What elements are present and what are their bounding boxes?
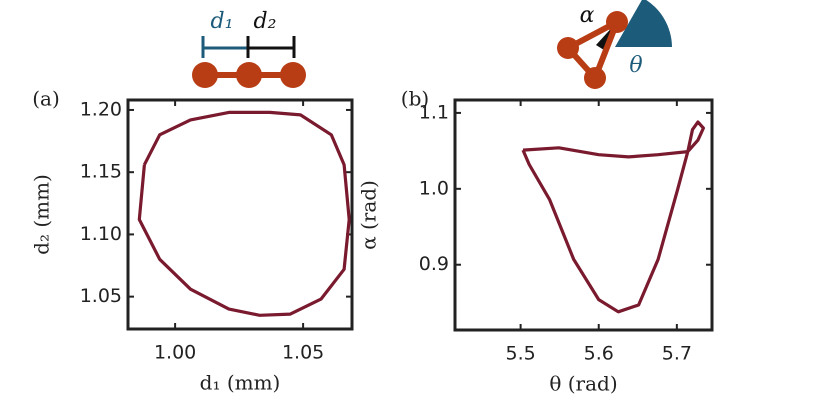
y-axis-label: α (rad) bbox=[357, 180, 381, 250]
annotation: d₁ bbox=[211, 9, 234, 34]
data-line bbox=[521, 120, 705, 314]
annotation: α bbox=[580, 3, 595, 28]
x-tick-label: 5.6 bbox=[584, 343, 614, 365]
panel-label: (b) bbox=[401, 87, 429, 111]
data-line bbox=[137, 110, 351, 317]
x-tick-label: 1.00 bbox=[154, 342, 196, 364]
plot-frame bbox=[453, 98, 714, 332]
panel-label: (a) bbox=[32, 87, 60, 111]
y-tick-label: 1.15 bbox=[80, 161, 122, 183]
schematic-a: d₁ d₂ bbox=[192, 9, 306, 88]
y-tick-label: 1.10 bbox=[80, 223, 122, 245]
y-tick-label: 0.9 bbox=[419, 253, 449, 275]
x-axis-label: θ (rad) bbox=[549, 372, 617, 396]
x-tick-label: 1.05 bbox=[282, 342, 324, 364]
y-axis-label: d₂ (mm) bbox=[30, 174, 54, 255]
annotation: θ bbox=[629, 53, 642, 78]
plot-frame bbox=[126, 98, 354, 331]
y-tick-label: 1.0 bbox=[419, 177, 449, 199]
schematic-b: α θ bbox=[557, 0, 672, 89]
y-tick-label: 1.05 bbox=[80, 285, 122, 307]
y-tick-label: 1.1 bbox=[419, 101, 449, 123]
y-tick-label: 1.20 bbox=[80, 98, 122, 120]
x-tick-label: 5.5 bbox=[506, 343, 536, 365]
annotation: d₂ bbox=[254, 9, 277, 34]
x-axis-label: d₁ (mm) bbox=[200, 371, 281, 395]
x-tick-label: 5.7 bbox=[662, 343, 692, 365]
